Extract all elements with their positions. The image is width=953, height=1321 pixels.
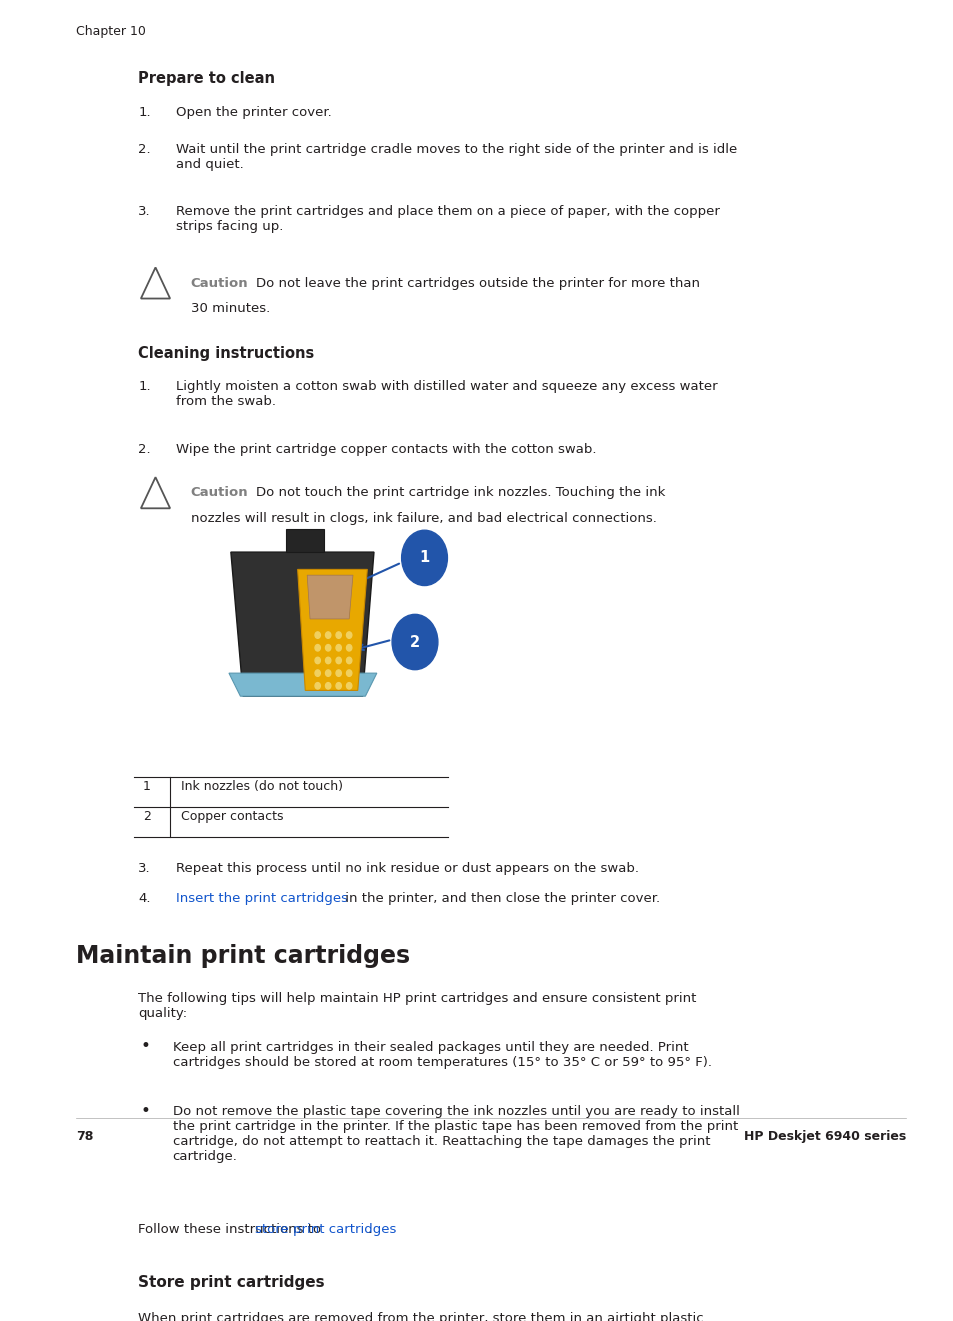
Polygon shape [231, 552, 374, 696]
Text: nozzles will result in clogs, ink failure, and bad electrical connections.: nozzles will result in clogs, ink failur… [191, 511, 656, 524]
Circle shape [325, 670, 331, 676]
Text: 1.: 1. [138, 106, 151, 119]
Text: store print cartridges: store print cartridges [254, 1223, 395, 1236]
Text: 2.: 2. [138, 443, 151, 456]
Circle shape [325, 683, 331, 690]
Text: When print cartridges are removed from the printer, store them in an airtight pl: When print cartridges are removed from t… [138, 1312, 714, 1321]
Circle shape [314, 658, 320, 663]
Circle shape [335, 631, 341, 638]
Text: 30 minutes.: 30 minutes. [191, 303, 270, 314]
Text: Lightly moisten a cotton swab with distilled water and squeeze any excess water
: Lightly moisten a cotton swab with disti… [176, 380, 718, 408]
Circle shape [346, 670, 352, 676]
Circle shape [314, 645, 320, 651]
Circle shape [346, 658, 352, 663]
Text: •: • [140, 1037, 150, 1055]
Circle shape [325, 658, 331, 663]
Text: Insert the print cartridges: Insert the print cartridges [176, 892, 348, 905]
Text: Repeat this process until no ink residue or dust appears on the swab.: Repeat this process until no ink residue… [176, 863, 639, 876]
Text: 3.: 3. [138, 205, 151, 218]
Circle shape [314, 670, 320, 676]
Text: Remove the print cartridges and place them on a piece of paper, with the copper
: Remove the print cartridges and place th… [176, 205, 720, 234]
Text: HP Deskjet 6940 series: HP Deskjet 6940 series [743, 1129, 905, 1143]
Text: Store print cartridges: Store print cartridges [138, 1275, 325, 1289]
Text: .: . [367, 1223, 371, 1236]
Text: Do not leave the print cartridges outside the printer for more than: Do not leave the print cartridges outsid… [255, 276, 699, 289]
Text: Wait until the print cartridge cradle moves to the right side of the printer and: Wait until the print cartridge cradle mo… [176, 143, 737, 170]
Circle shape [325, 645, 331, 651]
Text: Cleaning instructions: Cleaning instructions [138, 346, 314, 361]
Text: 3.: 3. [138, 863, 151, 876]
Circle shape [346, 645, 352, 651]
Text: 2: 2 [143, 810, 151, 823]
Text: 4.: 4. [138, 892, 151, 905]
Text: Maintain print cartridges: Maintain print cartridges [76, 945, 410, 968]
Polygon shape [229, 674, 376, 696]
Circle shape [335, 645, 341, 651]
Circle shape [314, 683, 320, 690]
Circle shape [314, 631, 320, 638]
Text: 1.: 1. [138, 380, 151, 394]
Text: Prepare to clean: Prepare to clean [138, 71, 275, 86]
Text: 1: 1 [419, 551, 429, 565]
Text: Wipe the print cartridge copper contacts with the cotton swab.: Wipe the print cartridge copper contacts… [176, 443, 597, 456]
Text: Copper contacts: Copper contacts [181, 810, 283, 823]
Circle shape [401, 530, 447, 585]
Text: 1: 1 [143, 781, 151, 794]
Circle shape [335, 658, 341, 663]
Text: •: • [140, 1102, 150, 1120]
Circle shape [325, 631, 331, 638]
Text: Chapter 10: Chapter 10 [76, 25, 146, 38]
Polygon shape [286, 528, 324, 552]
Text: The following tips will help maintain HP print cartridges and ensure consistent : The following tips will help maintain HP… [138, 992, 696, 1020]
Text: Keep all print cartridges in their sealed packages until they are needed. Print
: Keep all print cartridges in their seale… [172, 1041, 711, 1069]
Text: in the printer, and then close the printer cover.: in the printer, and then close the print… [340, 892, 659, 905]
Circle shape [392, 614, 437, 670]
Text: 2.: 2. [138, 143, 151, 156]
Circle shape [346, 683, 352, 690]
Polygon shape [307, 575, 353, 620]
Text: 2: 2 [410, 634, 419, 650]
Text: Ink nozzles (do not touch): Ink nozzles (do not touch) [181, 781, 343, 794]
Text: Caution: Caution [191, 276, 248, 289]
Circle shape [335, 683, 341, 690]
Text: 78: 78 [76, 1129, 93, 1143]
Polygon shape [297, 569, 367, 691]
Text: Caution: Caution [191, 486, 248, 499]
Text: Do not touch the print cartridge ink nozzles. Touching the ink: Do not touch the print cartridge ink noz… [255, 486, 664, 499]
Text: Follow these instructions to: Follow these instructions to [138, 1223, 325, 1236]
Circle shape [335, 670, 341, 676]
Circle shape [346, 631, 352, 638]
Text: Do not remove the plastic tape covering the ink nozzles until you are ready to i: Do not remove the plastic tape covering … [172, 1106, 739, 1164]
Text: Open the printer cover.: Open the printer cover. [176, 106, 332, 119]
